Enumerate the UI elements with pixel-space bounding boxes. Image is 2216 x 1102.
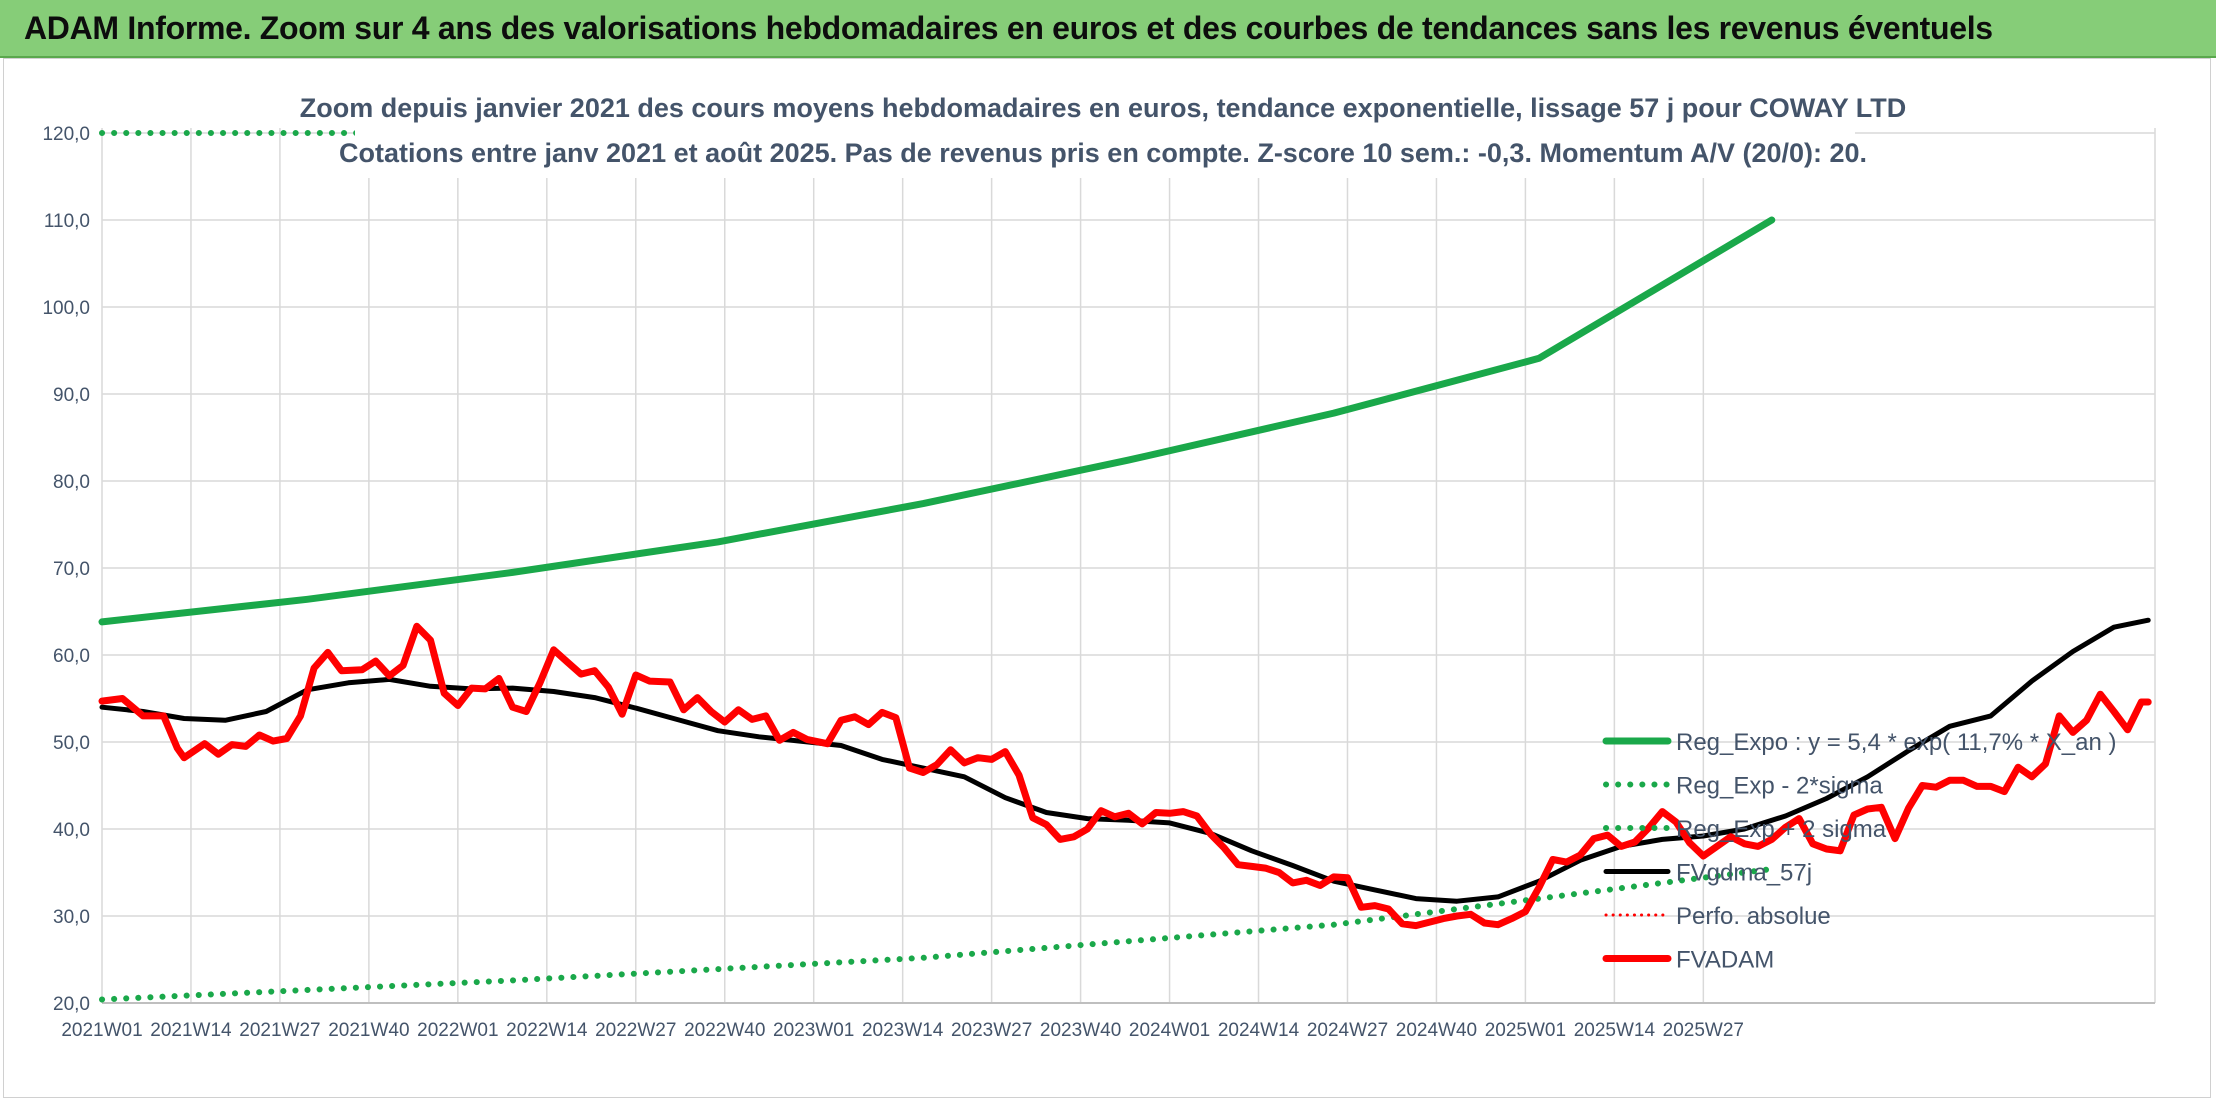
chart-frame bbox=[3, 58, 2211, 1098]
y-tick-label: 50,0 bbox=[53, 733, 90, 754]
x-tick-label: 2024W27 bbox=[1307, 1020, 1388, 1041]
y-tick-label: 110,0 bbox=[44, 211, 90, 232]
legend-label: Perfo. absolue bbox=[1676, 903, 1831, 930]
x-tick-label: 2024W14 bbox=[1218, 1020, 1300, 1041]
x-tick-label: 2022W14 bbox=[506, 1020, 588, 1041]
x-tick-label: 2021W40 bbox=[328, 1020, 409, 1041]
x-tick-label: 2024W01 bbox=[1129, 1020, 1210, 1041]
x-axis-ticks: 2021W01 2021W14 2021W27 2021W40 2022W01 2022W… bbox=[61, 1020, 1744, 1041]
series-line-1 bbox=[99, 866, 1775, 1003]
x-tick-label: 2025W14 bbox=[1574, 1020, 1656, 1041]
legend-label: Reg_Exp + 2 sigma bbox=[1676, 816, 1887, 843]
y-axis-ticks: 20,0 30,0 40,0 50,0 60,0 70,0 80,0 90,0 100,0 110… bbox=[42, 124, 90, 1015]
x-tick-label: 2022W40 bbox=[684, 1020, 765, 1041]
x-tick-label: 2023W27 bbox=[951, 1020, 1032, 1041]
x-tick-label: 2021W01 bbox=[61, 1020, 142, 1041]
chart-title: Zoom depuis janvier 2021 des cours moyen… bbox=[300, 93, 1907, 123]
x-tick-label: 2022W27 bbox=[595, 1020, 676, 1041]
series-line-3 bbox=[99, 617, 2151, 904]
x-tick-label: 2021W27 bbox=[239, 1020, 320, 1041]
y-tick-label: 40,0 bbox=[53, 820, 90, 841]
legend: Reg_Expo : y = 5,4 * exp( 11,7% * X_an )… bbox=[1602, 729, 2116, 974]
x-tick-label: 2023W01 bbox=[773, 1020, 854, 1041]
y-tick-label: 90,0 bbox=[53, 385, 90, 406]
chart-subtitle: Cotations entre janv 2021 et août 2025. … bbox=[339, 138, 1867, 168]
legend-label: FVADAM bbox=[1676, 947, 1774, 974]
y-tick-label: 20,0 bbox=[53, 994, 90, 1015]
y-tick-label: 100,0 bbox=[42, 298, 90, 319]
gridlines bbox=[101, 128, 2156, 1004]
report-banner: ADAM Informe. Zoom sur 4 ans des valoris… bbox=[0, 0, 2216, 58]
x-tick-label: 2022W01 bbox=[417, 1020, 498, 1041]
series-lines bbox=[98, 130, 2152, 1003]
series-line-5 bbox=[98, 622, 2152, 930]
y-tick-label: 30,0 bbox=[53, 907, 90, 928]
x-tick-label: 2023W40 bbox=[1040, 1020, 1121, 1041]
series-line-0 bbox=[98, 216, 1776, 626]
y-tick-label: 70,0 bbox=[53, 559, 90, 580]
report-title: ADAM Informe. Zoom sur 4 ans des valoris… bbox=[24, 10, 1993, 46]
y-tick-label: 120,0 bbox=[42, 124, 90, 145]
title-backdrop bbox=[355, 82, 1855, 178]
legend-label: FVgdma_57j bbox=[1676, 860, 1812, 887]
x-tick-label: 2025W27 bbox=[1663, 1020, 1744, 1041]
y-tick-label: 60,0 bbox=[53, 646, 90, 667]
y-tick-label: 80,0 bbox=[53, 472, 90, 493]
legend-label: Reg_Exp - 2*sigma bbox=[1676, 773, 1883, 800]
x-tick-label: 2025W01 bbox=[1485, 1020, 1566, 1041]
x-tick-label: 2021W14 bbox=[150, 1020, 232, 1041]
x-tick-label: 2023W14 bbox=[862, 1020, 944, 1041]
legend-label: Reg_Expo : y = 5,4 * exp( 11,7% * X_an ) bbox=[1676, 729, 2116, 756]
x-tick-label: 2024W40 bbox=[1396, 1020, 1477, 1041]
